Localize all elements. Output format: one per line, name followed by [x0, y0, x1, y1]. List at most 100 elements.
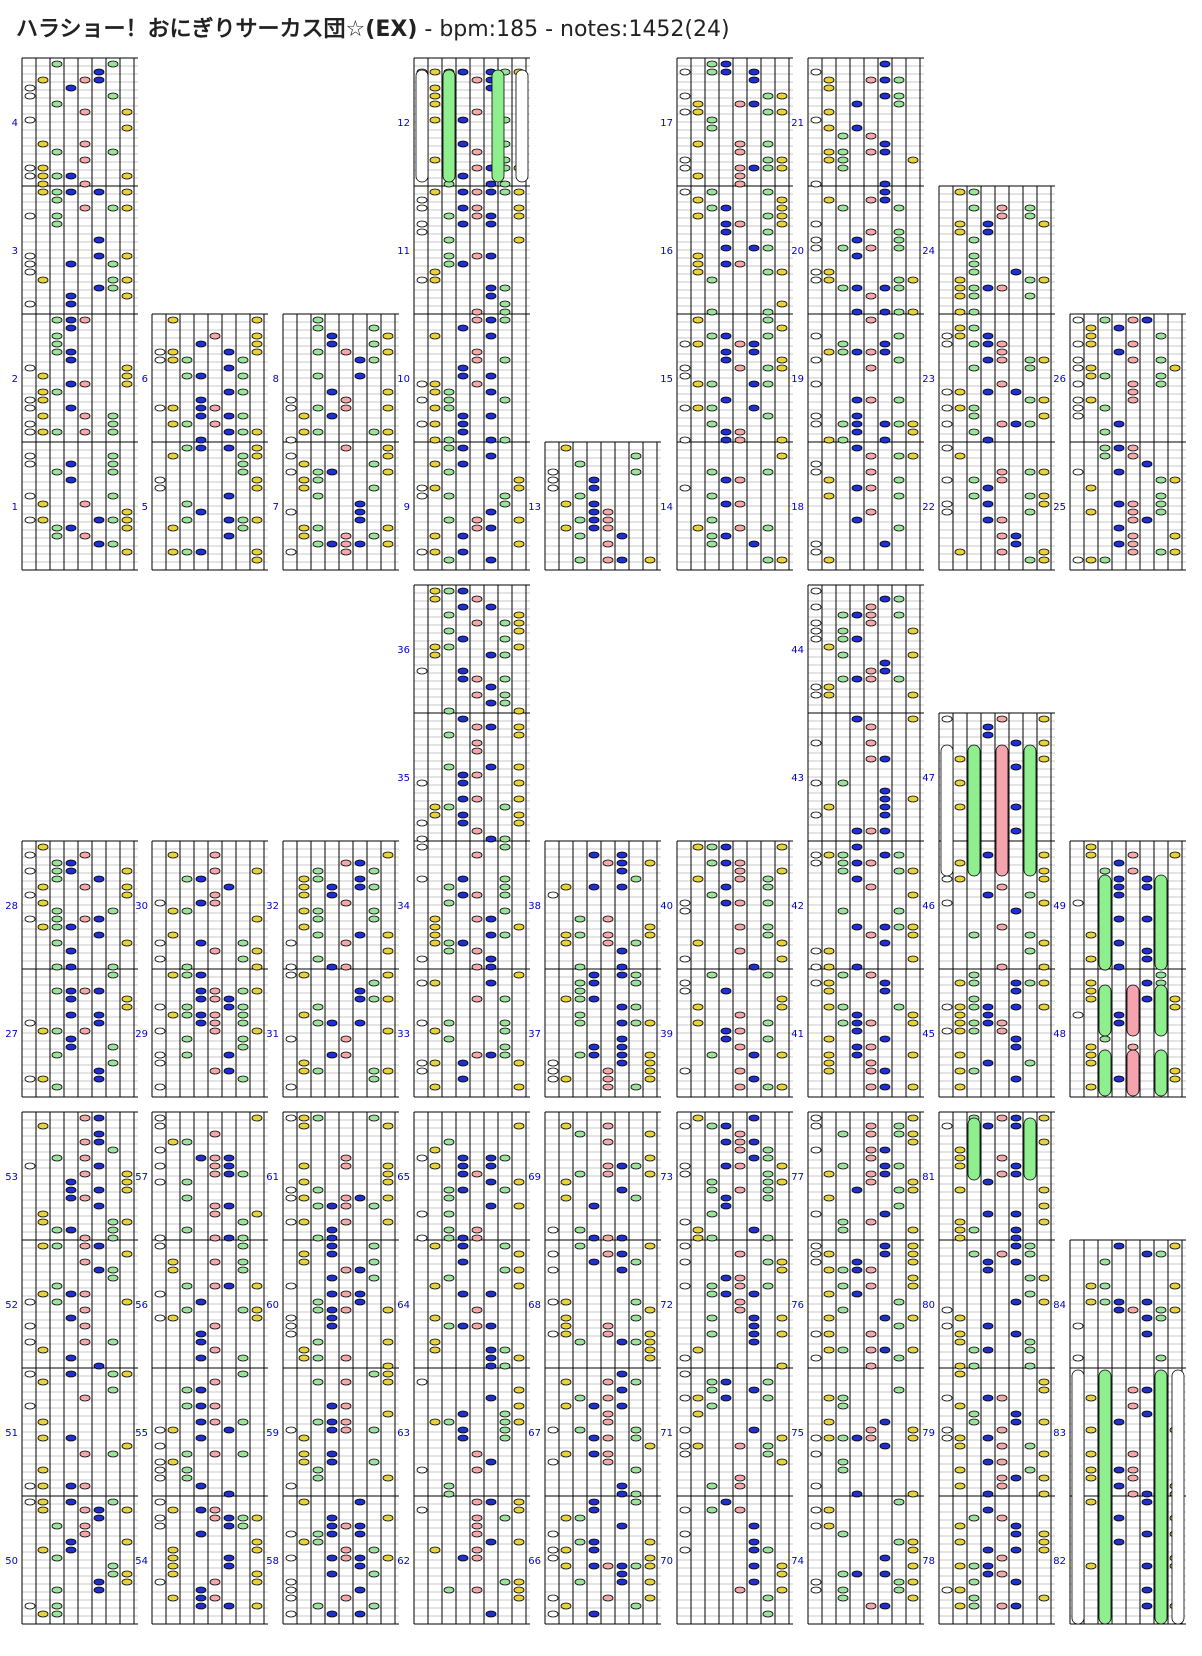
- note: [443, 1482, 455, 1490]
- note: [499, 843, 511, 851]
- note: [907, 1130, 919, 1138]
- note: [954, 779, 966, 787]
- note: [823, 1266, 835, 1274]
- note: [443, 611, 455, 619]
- note: [776, 1258, 788, 1266]
- note: [879, 1346, 891, 1354]
- note: [251, 1514, 263, 1522]
- note: [51, 1586, 63, 1594]
- note: [24, 92, 36, 100]
- note: [167, 420, 179, 428]
- note: [93, 1514, 105, 1522]
- note: [24, 891, 36, 899]
- note: [547, 1554, 559, 1562]
- measure-number: 9: [404, 502, 410, 513]
- note: [865, 1130, 877, 1138]
- note: [24, 1602, 36, 1610]
- note: [107, 1498, 119, 1506]
- note: [602, 540, 614, 548]
- note: [24, 404, 36, 412]
- note: [851, 1011, 863, 1019]
- note: [485, 835, 497, 843]
- note: [954, 1162, 966, 1170]
- note: [195, 1530, 207, 1538]
- note: [368, 1075, 380, 1083]
- note: [471, 1498, 483, 1506]
- note: [471, 995, 483, 1003]
- note: [1038, 276, 1050, 284]
- note: [181, 875, 193, 883]
- note: [457, 548, 469, 556]
- note: [907, 1114, 919, 1122]
- note: [79, 851, 91, 859]
- note: [429, 1027, 441, 1035]
- note: [1010, 907, 1022, 915]
- note: [748, 1290, 760, 1298]
- note: [776, 220, 788, 228]
- note: [968, 1003, 980, 1011]
- note: [24, 300, 36, 308]
- note: [223, 412, 235, 420]
- note: [692, 252, 704, 260]
- note: [65, 1354, 77, 1362]
- note: [776, 268, 788, 276]
- note: [1038, 1378, 1050, 1386]
- note: [382, 1067, 394, 1075]
- note: [879, 851, 891, 859]
- note: [457, 1242, 469, 1250]
- note: [121, 1538, 133, 1546]
- note: [1024, 1442, 1036, 1450]
- note: [941, 500, 953, 508]
- note: [485, 1202, 497, 1210]
- note: [720, 476, 732, 484]
- note: [416, 955, 428, 963]
- note: [996, 1250, 1008, 1258]
- note: [996, 340, 1008, 348]
- note: [879, 308, 891, 316]
- note: [223, 1154, 235, 1162]
- note: [720, 532, 732, 540]
- note: [810, 683, 822, 691]
- note: [443, 803, 455, 811]
- note: [368, 1114, 380, 1122]
- note: [644, 1562, 656, 1570]
- note: [485, 452, 497, 460]
- note: [837, 851, 849, 859]
- note: [237, 987, 249, 995]
- note: [1155, 492, 1167, 500]
- note: [574, 1514, 586, 1522]
- note: [823, 683, 835, 691]
- note: [574, 492, 586, 500]
- note: [879, 595, 891, 603]
- note: [107, 460, 119, 468]
- note: [734, 1043, 746, 1051]
- note: [879, 540, 891, 548]
- note: [996, 356, 1008, 364]
- note: [982, 436, 994, 444]
- note: [616, 971, 628, 979]
- note: [968, 1067, 980, 1075]
- note: [107, 1218, 119, 1226]
- note: [588, 971, 600, 979]
- note: [79, 1306, 91, 1314]
- note: [616, 1522, 628, 1530]
- note: [893, 1498, 905, 1506]
- note: [37, 1346, 49, 1354]
- note: [560, 444, 572, 452]
- note: [24, 252, 36, 260]
- note: [51, 1242, 63, 1250]
- note: [107, 1570, 119, 1578]
- note: [154, 939, 166, 947]
- note: [471, 795, 483, 803]
- note: [298, 1162, 310, 1170]
- note: [851, 124, 863, 132]
- note: [429, 388, 441, 396]
- note: [907, 955, 919, 963]
- note: [154, 348, 166, 356]
- note: [457, 364, 469, 372]
- note: [121, 1370, 133, 1378]
- note: [237, 1035, 249, 1043]
- note: [574, 1578, 586, 1586]
- note: [154, 1122, 166, 1130]
- note: [776, 324, 788, 332]
